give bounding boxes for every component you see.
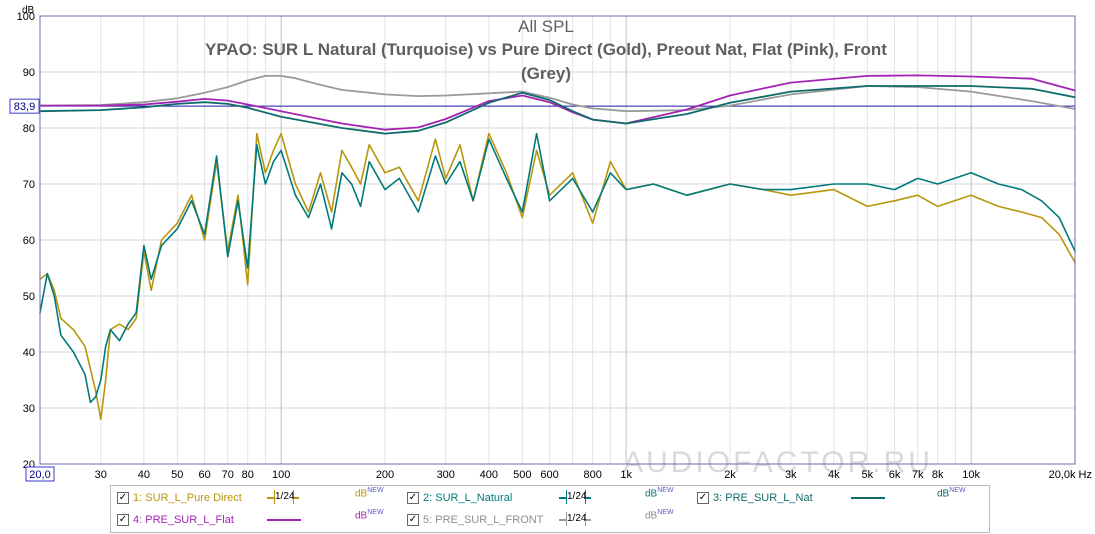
y-tick-label: 60 [23,235,35,247]
checkbox[interactable]: ✓ [697,492,709,504]
checkbox[interactable]: ✓ [117,492,129,504]
legend-label: 1: SUR_L_Pure Direct [133,492,242,504]
unit-label: dBNEW [937,487,966,500]
line-swatch [267,519,301,521]
unit-label: dBNEW [355,487,384,500]
unit-label: dBNEW [355,509,384,522]
grid-lines [40,16,1075,464]
x-tick-label: 300 [437,469,455,481]
legend-label: 5: PRE_SUR_L_FRONT [423,514,544,526]
y-tick-label: 90 [23,67,35,79]
reference-value-box [9,98,40,114]
chart-subtitle-line-2: (Grey) [521,64,571,83]
smoothing-button[interactable]: 1/24 [559,512,591,526]
x-tick-label: 600 [540,469,558,481]
legend-panel: ✓ 1: SUR_L_Pure Direct 1/24 dBNEW ✓ 2: S… [110,485,990,533]
y-axis-label: dB [22,5,35,16]
unit-label: dBNEW [645,509,674,522]
line-swatch [851,497,885,499]
x-tick-label: 80 [242,469,254,481]
series-line-1 [39,132,1076,421]
x-tick-label: 40 [138,469,150,481]
x-tick-label: 30 [95,469,107,481]
x-tick-label: 10k [962,469,980,481]
series-line-5 [39,75,1076,113]
x-tick-label: 70 [222,469,234,481]
watermark: AUDIOFACTOR.RU [623,446,933,479]
plot-frame [39,15,1076,465]
x-tick-label: 200 [376,469,394,481]
checkbox[interactable]: ✓ [117,514,129,526]
x-tick-label: 60 [198,469,210,481]
x-tick-label: 7k [912,469,924,481]
y-tick-label: 30 [23,403,35,415]
x-start-box[interactable] [25,466,55,482]
y-tick-label: 50 [23,291,35,303]
checkbox[interactable]: ✓ [407,492,419,504]
checkbox[interactable]: ✓ [407,514,419,526]
smoothing-button[interactable]: 1/24 [267,490,299,504]
y-tick-label: 80 [23,123,35,135]
chart-title: All SPL [518,17,574,36]
x-start-label: 20,0 [29,469,50,481]
legend-label: 2: SUR_L_Natural [423,492,513,504]
x-tick-label: 3k [785,469,797,481]
unit-label: dBNEW [645,487,674,500]
legend-label: 4: PRE_SUR_L_Flat [133,514,234,526]
x-tick-label: 4k [828,469,840,481]
series-line-3 [39,85,1076,135]
y-tick-label: 40 [23,347,35,359]
smoothing-button[interactable]: 1/24 [559,490,591,504]
x-tick-label: 100 [272,469,290,481]
x-tick-label: 1k [620,469,632,481]
x-tick-label: 2k [724,469,736,481]
reference-value-label: 83,9 [14,101,35,113]
series-line-2 [39,132,1076,404]
y-tick-label: 70 [23,179,35,191]
x-tick-labels: 30 40 50 60 70 80 100 200 300 400 500 600 800 1k 2k 3k 4… [95,469,981,481]
x-tick-label: 400 [480,469,498,481]
x-tick-label: 8k [932,469,944,481]
x-tick-label: 500 [513,469,531,481]
x-tick-label: 6k [889,469,901,481]
x-end-label: 20,0k Hz [1049,469,1092,481]
x-tick-label: 50 [171,469,183,481]
x-tick-label: 5k [861,469,873,481]
series-lines [39,74,1076,421]
y-tick-label: 100 [17,11,35,23]
legend-label: 3: PRE_SUR_L_Nat [713,492,813,504]
x-tick-label: 800 [584,469,602,481]
chart-subtitle-line-1: YPAO: SUR L Natural (Turquoise) vs Pure … [205,40,887,59]
